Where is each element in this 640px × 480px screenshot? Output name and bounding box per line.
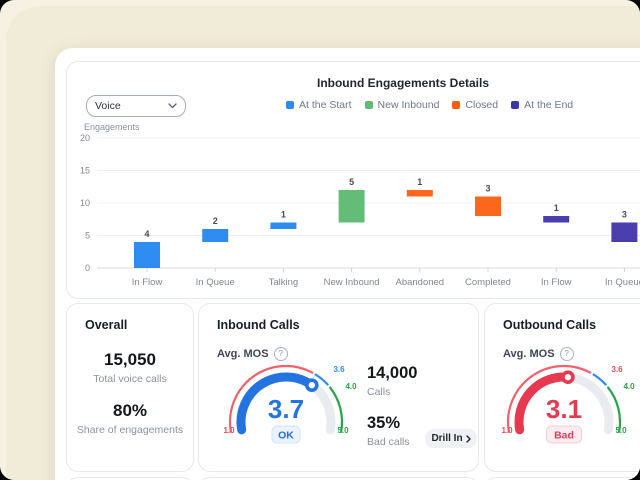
legend-label: At the End (524, 99, 574, 111)
calls-stat: 14,000 Calls (367, 364, 417, 398)
legend-swatch-icon (286, 101, 294, 109)
gauge-knob-icon (561, 370, 575, 384)
chart-legend: At the Start New Inbound Closed At the End (286, 99, 573, 111)
total-voice-calls-label: Total voice calls (93, 373, 167, 385)
waterfall-bar[interactable] (543, 216, 570, 223)
drill-in-button[interactable]: Drill In (425, 429, 477, 448)
waterfall-bar[interactable] (338, 190, 365, 223)
inbound-calls-card: Inbound Calls Avg. MOS ? 1.0 3.6 4.0 5.0 3.7… (198, 303, 479, 472)
svg-text:1.0: 1.0 (223, 426, 235, 435)
waterfall-bar[interactable] (406, 190, 433, 197)
dashboard-panel: Inbound Engagements Details Voice At the… (55, 48, 640, 480)
card-title: Overall (85, 318, 128, 332)
legend-item[interactable]: New Inbound (364, 99, 440, 111)
bad-calls-stat: 35% Bad calls (367, 414, 417, 448)
overall-card: Overall 15,050 Total voice calls 80% Sha… (66, 303, 194, 472)
drill-in-label: Drill In (431, 433, 463, 444)
avg-mos-metric: Avg. MOS ? (503, 347, 574, 361)
y-axis-label: Engagements (84, 122, 140, 132)
legend-swatch-icon (364, 101, 373, 109)
svg-text:3.6: 3.6 (333, 365, 345, 374)
channel-select[interactable]: Voice (86, 95, 186, 117)
bad-calls-value: 35% (367, 414, 401, 432)
svg-text:In Flow: In Flow (132, 277, 163, 288)
svg-text:20: 20 (80, 133, 90, 143)
waterfall-bar[interactable] (202, 229, 229, 242)
share-of-engagements-stat: 80% Share of engagements (67, 401, 193, 436)
engagements-chart-card: Inbound Engagements Details Voice At the… (66, 61, 640, 299)
svg-text:3: 3 (485, 184, 490, 194)
chevron-down-icon (168, 103, 177, 109)
outbound-calls-card: Outbound Calls Avg. MOS ? 1.0 3.6 4.0 5.0 3.… (484, 303, 640, 472)
gauge-value: 3.1 (546, 394, 582, 424)
svg-text:In Flow: In Flow (541, 277, 572, 288)
legend-label: Closed (465, 99, 499, 111)
share-of-engagements-value: 80% (112, 401, 148, 420)
svg-text:15: 15 (80, 166, 90, 176)
svg-text:Completed: Completed (465, 277, 511, 288)
svg-text:1.0: 1.0 (501, 426, 513, 435)
inbound-stats: 14,000 Calls 35% Bad calls (367, 364, 417, 448)
svg-text:5: 5 (349, 177, 354, 187)
svg-text:Talking: Talking (269, 277, 299, 288)
legend-item[interactable]: At the Start (286, 99, 352, 111)
question-circle-icon[interactable]: ? (273, 347, 288, 361)
svg-text:4: 4 (144, 229, 149, 239)
svg-text:Abandoned: Abandoned (395, 277, 444, 288)
chart-title: Inbound Engagements Details (316, 76, 490, 90)
legend-label: New Inbound (377, 99, 440, 111)
svg-text:3: 3 (622, 210, 627, 220)
chevron-right-icon (465, 434, 471, 443)
calls-label: Calls (367, 386, 391, 398)
card-title: Inbound Calls (217, 318, 300, 332)
total-voice-calls-value: 15,050 (104, 350, 156, 369)
svg-text:5: 5 (85, 231, 90, 241)
question-circle-icon[interactable]: ? (559, 347, 574, 361)
svg-text:1: 1 (281, 210, 286, 220)
gauge-status-badge: OK (278, 430, 294, 442)
legend-item[interactable]: Closed (452, 99, 498, 111)
svg-text:In Queue: In Queue (196, 277, 235, 288)
svg-text:4.0: 4.0 (345, 382, 357, 391)
total-voice-calls-stat: 15,050 Total voice calls (67, 350, 193, 385)
gauge-knob-icon (305, 378, 319, 392)
gauge-status-badge: Bad (554, 430, 574, 442)
legend-swatch-icon (511, 101, 520, 109)
waterfall-svg: 0 5 10 15 20 4 In Flow 2 In Queue 1 Talking 5 New In… (80, 133, 640, 288)
inbound-mos-gauge: 1.0 3.64.0 5.0 3.7 OK (223, 364, 357, 444)
calls-value: 14,000 (367, 364, 418, 382)
avg-mos-label: Avg. MOS (503, 348, 555, 360)
legend-swatch-icon (452, 101, 461, 109)
svg-text:3.6: 3.6 (611, 365, 623, 374)
waterfall-bar[interactable] (475, 196, 501, 217)
waterfall-bar[interactable] (134, 242, 160, 268)
outbound-mos-gauge: 1.0 3.64.0 5.0 3.1 Bad (501, 364, 635, 444)
legend-item[interactable]: At the End (511, 99, 573, 111)
svg-text:5.0: 5.0 (615, 426, 627, 435)
channel-select-value: Voice (95, 100, 121, 112)
svg-text:0: 0 (85, 263, 90, 273)
legend-label: At the Start (299, 99, 352, 111)
svg-text:1: 1 (417, 177, 422, 187)
card-title: Outbound Calls (503, 318, 597, 332)
gauge-value: 3.7 (268, 394, 304, 424)
svg-text:New Inbound: New Inbound (324, 277, 380, 288)
svg-text:In Queue: In Queue (605, 277, 640, 288)
share-of-engagements-label: Share of engagements (76, 424, 184, 436)
avg-mos-metric: Avg. MOS ? (217, 347, 288, 361)
svg-text:4.0: 4.0 (623, 382, 635, 391)
waterfall-bar[interactable] (611, 222, 638, 243)
avg-mos-label: Avg. MOS (217, 348, 269, 360)
svg-text:10: 10 (80, 198, 90, 208)
bad-calls-label: Bad calls (367, 436, 410, 448)
svg-text:5.0: 5.0 (337, 426, 349, 435)
waterfall-bar[interactable] (270, 222, 297, 230)
svg-text:1: 1 (554, 203, 559, 213)
svg-text:2: 2 (213, 216, 218, 226)
